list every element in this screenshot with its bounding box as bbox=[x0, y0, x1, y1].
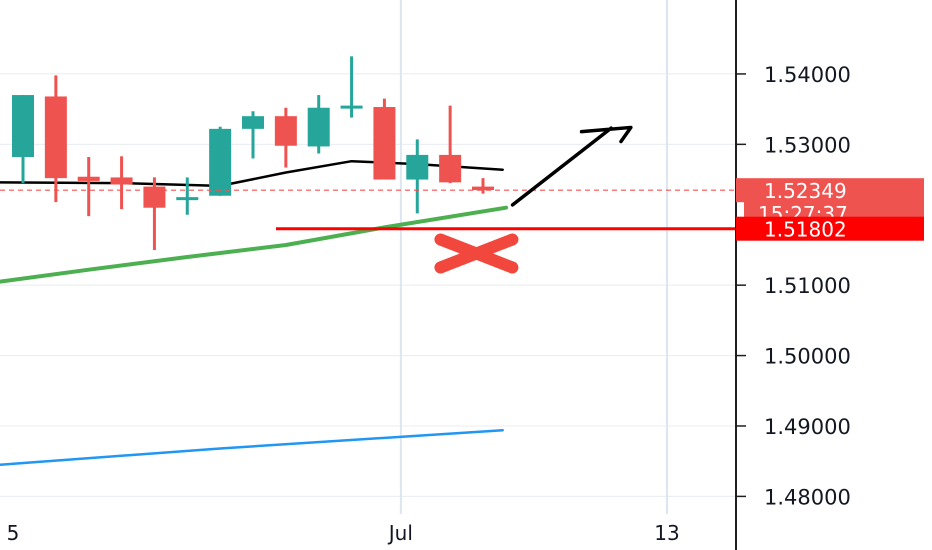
candle-body-down[interactable] bbox=[373, 107, 396, 180]
price-tick-label: 1.49000 bbox=[764, 415, 851, 439]
date-label: 13 bbox=[654, 521, 679, 545]
candle-body-down[interactable] bbox=[143, 186, 166, 208]
price-tag-0 bbox=[736, 178, 924, 203]
moving-average-blue bbox=[0, 428, 504, 466]
candle-body-down[interactable] bbox=[472, 186, 494, 191]
moving-average-green bbox=[0, 205, 508, 284]
cross-mark-icon[interactable] bbox=[434, 233, 519, 274]
candle-body-up[interactable] bbox=[307, 107, 330, 147]
price-tag-label: 1.51802 bbox=[764, 218, 847, 242]
candle-body-up[interactable] bbox=[12, 95, 34, 158]
price-tick-label: 1.48000 bbox=[764, 485, 851, 509]
candle-body-up[interactable] bbox=[242, 116, 264, 129]
candle-body-up[interactable] bbox=[406, 154, 429, 180]
candle-body-up[interactable] bbox=[209, 128, 232, 196]
candle-body-down[interactable] bbox=[77, 176, 100, 181]
candle-body-up[interactable] bbox=[340, 105, 363, 109]
price-tag-label: 1.52349 bbox=[764, 179, 847, 203]
date-label: Jul bbox=[387, 521, 413, 545]
candle-body-down[interactable] bbox=[44, 96, 67, 179]
candle-body-down[interactable] bbox=[110, 177, 133, 185]
price-tick-label: 1.53000 bbox=[764, 133, 851, 157]
price-tag-2 bbox=[736, 216, 924, 241]
price-tick-label: 1.51000 bbox=[764, 274, 851, 298]
up-arrow-drawing[interactable] bbox=[510, 125, 633, 207]
price-tick-label: 1.50000 bbox=[764, 345, 851, 369]
date-label: 5 bbox=[7, 521, 20, 545]
candle-body-down[interactable] bbox=[439, 154, 462, 183]
candle-body-up[interactable] bbox=[176, 197, 199, 201]
price-tick-label: 1.54000 bbox=[764, 63, 851, 87]
candle-body-down[interactable] bbox=[274, 116, 297, 146]
